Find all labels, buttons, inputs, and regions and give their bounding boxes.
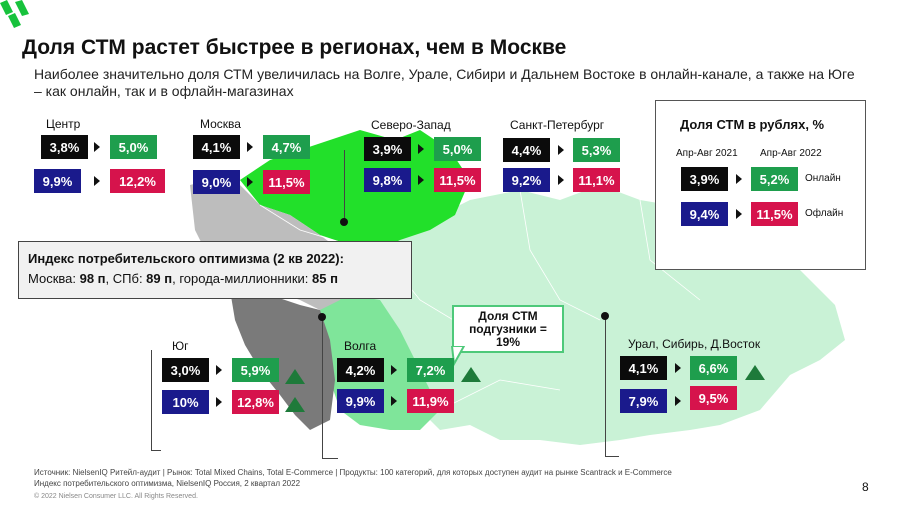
growth-up-icon — [461, 367, 481, 382]
connector-line — [322, 458, 338, 459]
map-region-south — [230, 290, 335, 430]
center-offline-prev: 3,8% — [41, 135, 88, 159]
index-cities-value: 85 п — [312, 271, 338, 286]
page-number: 8 — [862, 480, 869, 494]
arrow-icon — [558, 175, 564, 185]
pin-dot — [340, 218, 348, 226]
northwest-online-cur: 11,5% — [434, 168, 481, 192]
volga-offline-cur: 7,2% — [407, 358, 454, 382]
connector-line — [344, 150, 345, 222]
arrow-icon — [247, 177, 253, 187]
region-label-south: Юг — [172, 339, 189, 353]
callout-line2: подгузники = — [469, 322, 547, 336]
ural-offline-prev: 4,1% — [620, 356, 667, 380]
south-online-cur: 12,8% — [232, 390, 279, 414]
volga-online-cur: 11,9% — [407, 389, 454, 413]
legend-row1-prev: 3,9% — [681, 167, 728, 191]
northwest-online-prev: 9,8% — [364, 168, 411, 192]
region-label-center: Центр — [46, 117, 81, 131]
index-spb-label: , СПб: — [105, 271, 147, 286]
index-moscow-value: 98 п — [79, 271, 106, 286]
legend-col-prev: Апр-Авг 2021 — [676, 148, 738, 159]
legend-col-cur: Апр-Авг 2022 — [760, 148, 822, 159]
connector-line — [605, 316, 606, 456]
legend-row2-label: Офлайн — [805, 208, 844, 219]
ural-offline-cur: 6,6% — [690, 356, 737, 380]
arrow-icon — [216, 397, 222, 407]
region-label-northwest: Северо-Запад — [371, 118, 451, 132]
page-subtitle: Наиболее значительно доля СТМ увеличилас… — [34, 66, 855, 99]
legend-panel: Доля СТМ в рублях, % Апр-Авг 2021 Апр-Ав… — [655, 100, 866, 270]
footer-source: Источник: NielsenIQ Ритейл-аудит | Рынок… — [34, 468, 672, 477]
region-label-volga: Волга — [344, 339, 377, 353]
pin-dot — [318, 313, 326, 321]
south-offline-prev: 3,0% — [162, 358, 209, 382]
spb-offline-cur: 5,3% — [573, 138, 620, 162]
index-cities-label: , города-миллионники: — [172, 271, 312, 286]
spb-offline-prev: 4,4% — [503, 138, 550, 162]
arrow-icon — [94, 176, 100, 186]
footer-copyright: © 2022 Nielsen Consumer LLC. All Rights … — [34, 493, 198, 500]
region-label-ural: Урал, Сибирь, Д.Восток — [628, 337, 761, 351]
callout-line1: Доля СТМ — [478, 309, 538, 323]
index-spb-value: 89 п — [146, 271, 173, 286]
moscow-online-cur: 11,5% — [263, 170, 310, 194]
growth-up-icon — [285, 369, 305, 384]
legend-row2-prev: 9,4% — [681, 202, 728, 226]
spb-online-prev: 9,2% — [503, 168, 550, 192]
optimism-index-panel: Индекс потребительского оптимизма (2 кв … — [18, 241, 412, 299]
callout-line3: 19% — [495, 335, 521, 349]
connector-line — [151, 450, 161, 451]
callout-pointer-icon — [450, 346, 466, 366]
legend-row1-label: Онлайн — [805, 173, 841, 184]
connector-line — [605, 456, 619, 457]
center-online-prev: 9,9% — [34, 169, 81, 193]
pin-dot — [601, 312, 609, 320]
south-offline-cur: 5,9% — [232, 358, 279, 382]
index-values: Москва: 98 п, СПб: 89 п, города-миллионн… — [28, 271, 338, 286]
growth-up-icon — [745, 365, 765, 380]
connector-line — [322, 318, 323, 458]
moscow-offline-prev: 4,1% — [193, 135, 240, 159]
footer-index-source: Индекс потребительского оптимизма, Niels… — [34, 479, 301, 488]
arrow-icon — [675, 363, 681, 373]
spb-online-cur: 11,1% — [573, 168, 620, 192]
legend-title: Доля СТМ в рублях, % — [680, 117, 825, 132]
growth-up-icon — [285, 397, 305, 412]
volga-online-prev: 9,9% — [337, 389, 384, 413]
ural-online-cur: 9,5% — [690, 386, 737, 410]
index-title: Индекс потребительского оптимизма (2 кв … — [28, 251, 344, 266]
ural-online-prev: 7,9% — [620, 389, 667, 413]
south-online-prev: 10% — [162, 390, 209, 414]
center-online-cur: 12,2% — [110, 169, 165, 193]
arrow-icon — [675, 396, 681, 406]
niq-logo-icon — [0, 0, 29, 28]
index-moscow-label: Москва: — [28, 271, 80, 286]
legend-row1-cur: 5,2% — [751, 167, 798, 191]
northwest-offline-cur: 5,0% — [434, 137, 481, 161]
center-offline-cur: 5,0% — [110, 135, 157, 159]
arrow-icon — [391, 365, 397, 375]
arrow-icon — [391, 396, 397, 406]
region-label-moscow: Москва — [200, 117, 241, 131]
arrow-icon — [418, 144, 424, 154]
northwest-offline-prev: 3,9% — [364, 137, 411, 161]
arrow-icon — [247, 142, 253, 152]
arrow-icon — [94, 142, 100, 152]
arrow-icon — [216, 365, 222, 375]
diapers-callout: Доля СТМ подгузники = 19% — [452, 305, 564, 353]
page-title: Доля СТМ растет быстрее в регионах, чем … — [22, 36, 567, 59]
connector-line — [151, 350, 152, 450]
arrow-icon — [418, 175, 424, 185]
arrow-icon — [736, 209, 742, 219]
region-label-spb: Санкт-Петербург — [510, 118, 605, 132]
arrow-icon — [736, 174, 742, 184]
legend-row2-cur: 11,5% — [751, 202, 798, 226]
arrow-icon — [558, 145, 564, 155]
moscow-offline-cur: 4,7% — [263, 135, 310, 159]
moscow-online-prev: 9,0% — [193, 170, 240, 194]
volga-offline-prev: 4,2% — [337, 358, 384, 382]
